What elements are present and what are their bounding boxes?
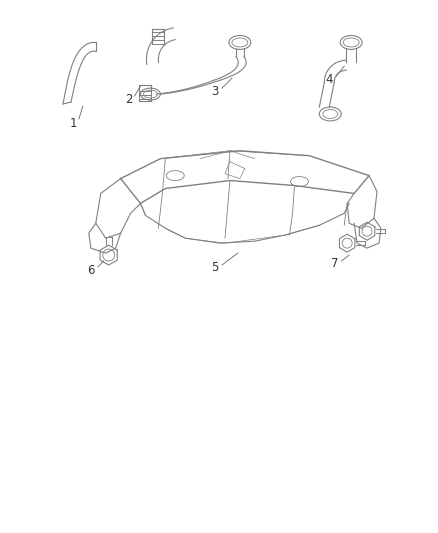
Text: 4: 4 xyxy=(325,72,333,86)
Text: 5: 5 xyxy=(212,262,219,274)
Text: 2: 2 xyxy=(125,93,132,106)
Text: 6: 6 xyxy=(87,264,95,278)
Text: 7: 7 xyxy=(331,256,338,270)
Text: 3: 3 xyxy=(212,85,219,98)
Text: 1: 1 xyxy=(69,117,77,131)
